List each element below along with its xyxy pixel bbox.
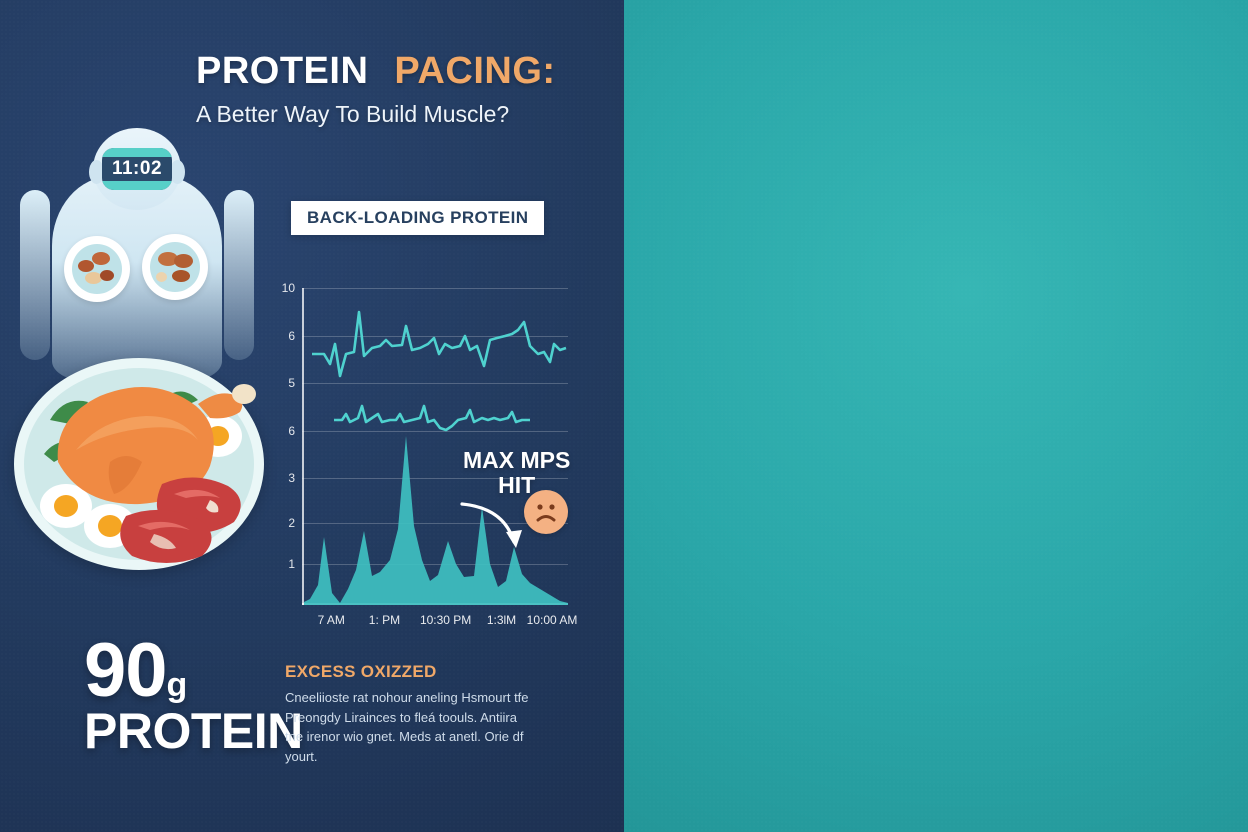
left-title-part2: PACING: [394, 50, 556, 92]
y-axis [302, 288, 304, 605]
protein-unit: g [166, 666, 188, 704]
left-watch-time: 11:02 [111, 158, 163, 179]
panel-protein-pacing: PROTEIN PACING A Better Way To Build Mus… [624, 0, 1248, 832]
right-arm [224, 190, 254, 360]
ear-right-icon [170, 160, 185, 184]
protein-total-word: PROTEIN [84, 702, 303, 759]
back-loading-chart: 10 6 5 6 3 2 1 7 AM 1: PM 10:30 PM 1:3lM… [268, 281, 578, 633]
gridline [302, 383, 568, 385]
y-tick: 3 [288, 471, 295, 486]
texture-overlay [624, 0, 1248, 832]
x-tick: 10:00 AM [526, 613, 578, 627]
y-tick: 1 [288, 556, 295, 571]
protein-grams: 90 [84, 628, 168, 713]
x-tick: 1: PM [368, 613, 401, 627]
ekg-upper-series [312, 310, 567, 378]
gridline [302, 522, 568, 524]
x-tick: 10:30 PM [419, 613, 472, 627]
left-body-figure: 11:02 [20, 128, 254, 388]
gridline [302, 478, 568, 480]
chart-plot-area: 10 6 5 6 3 2 1 7 AM 1: PM 10:30 PM 1:3lM… [282, 281, 578, 627]
gridline [302, 288, 568, 289]
gridline [302, 563, 568, 565]
y-tick: 10 [281, 281, 295, 295]
y-tick: 6 [288, 423, 295, 438]
panel-back-loading: PROTEIN PACING: A Better Way To Build Mus… [0, 0, 624, 832]
copy-body: Cneeliioste rat nohour aneling Hsmourt t… [285, 690, 529, 764]
x-tick: 1:3lM [486, 613, 517, 627]
torso-plate-2 [142, 234, 208, 300]
left-title: PROTEIN PACING: [196, 52, 556, 90]
excess-oxidized-copy: EXCESS OXIZZED Cneeliioste rat nohour an… [285, 662, 535, 766]
y-tick: 5 [288, 376, 295, 391]
head-with-smartwatch: 11:02 [89, 128, 185, 210]
left-title-block: PROTEIN PACING: A Better Way To Build Mus… [196, 52, 556, 128]
protein-meal-plate [14, 358, 264, 570]
sad-face-icon [524, 490, 568, 534]
roast-chicken-illustration [40, 384, 256, 563]
smartwatch-display: 11:02 [102, 148, 172, 190]
chart-series-paths [304, 310, 568, 605]
x-tick: 7 AM [317, 613, 345, 627]
left-title-part1: PROTEIN [196, 50, 369, 92]
curved-arrow-icon [460, 502, 522, 548]
ekg-lower-series [334, 404, 530, 432]
y-tick: 2 [288, 515, 295, 530]
max-mps-annotation: MAX MPS HIT [463, 447, 571, 499]
gridline [302, 335, 568, 337]
protein-total-number: 90g [84, 633, 303, 709]
copy-heading: EXCESS OXIZZED [285, 662, 437, 681]
torso-plate-1 [64, 236, 130, 302]
left-arm [20, 190, 50, 360]
gridline [302, 430, 568, 432]
protein-total: 90g PROTEIN [84, 633, 303, 759]
left-banner: BACK-LOADING PROTEIN [291, 201, 545, 235]
y-tick: 6 [288, 328, 295, 343]
ear-left-icon [89, 160, 104, 184]
area-series [304, 436, 568, 605]
left-subtitle: A Better Way To Build Muscle? [196, 101, 510, 127]
